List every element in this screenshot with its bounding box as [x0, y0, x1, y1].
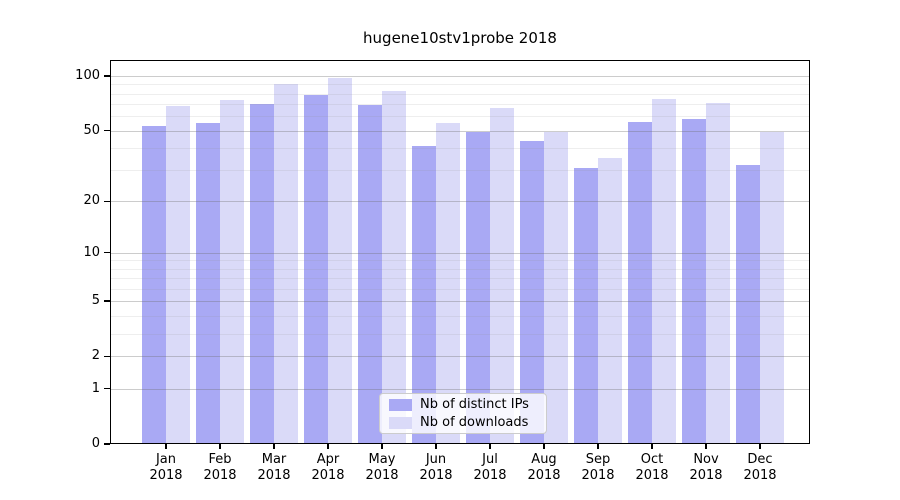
chart-title: hugene10stv1probe 2018 — [363, 29, 557, 47]
gridline-major-1 — [110, 388, 810, 390]
gridline-major-20 — [110, 201, 810, 203]
gridline-major-100 — [110, 76, 810, 77]
x-tick-mark-nov — [705, 444, 707, 449]
gridline-major-2 — [110, 356, 810, 358]
y-tick-label-1: 1 — [91, 380, 100, 396]
gridline-minor-8 — [110, 268, 810, 270]
bar-nb-of-distinct-ips-jul — [466, 132, 490, 444]
x-tick-label-sep: Sep 2018 — [581, 452, 615, 483]
y-tick-mark-100 — [104, 75, 110, 77]
x-tick-mark-feb — [219, 444, 221, 449]
plot-area — [110, 60, 810, 444]
bar-nb-of-distinct-ips-dec — [736, 165, 760, 444]
gridline-minor-7 — [110, 278, 810, 280]
y-tick-mark-2 — [104, 355, 110, 358]
x-tick-mark-oct — [651, 444, 653, 449]
legend: Nb of distinct IPs Nb of downloads — [379, 393, 547, 434]
x-tick-mark-jul — [489, 444, 491, 449]
x-tick-label-nov: Nov 2018 — [689, 452, 723, 483]
bar-nb-of-distinct-ips-may — [358, 105, 382, 444]
x-tick-label-apr: Apr 2018 — [311, 452, 345, 483]
legend-item-distinct-ips: Nb of distinct IPs — [389, 397, 546, 412]
y-tick-label-10: 10 — [83, 244, 100, 260]
gridline-minor-90 — [110, 84, 810, 86]
x-tick-label-feb: Feb 2018 — [203, 452, 237, 483]
bar-nb-of-distinct-ips-mar — [250, 104, 274, 444]
legend-item-downloads: Nb of downloads — [389, 415, 546, 430]
x-tick-mark-may — [381, 444, 383, 449]
y-tick-label-0: 0 — [91, 436, 100, 451]
y-tick-mark-5 — [104, 300, 110, 302]
x-tick-mark-apr — [327, 444, 329, 449]
bar-nb-of-downloads-sep — [598, 158, 622, 444]
bar-nb-of-downloads-jun — [436, 123, 460, 444]
gridline-minor-80 — [110, 93, 810, 95]
gridline-major-5 — [110, 301, 810, 303]
y-tick-label-100: 100 — [75, 68, 100, 83]
y-tick-mark-0 — [104, 443, 110, 445]
gridline-minor-9 — [110, 260, 810, 262]
x-tick-label-jun: Jun 2018 — [419, 452, 453, 483]
y-tick-label-2: 2 — [91, 348, 100, 364]
bar-nb-of-distinct-ips-sep — [574, 167, 598, 444]
gridline-major-10 — [110, 252, 810, 254]
bar-nb-of-downloads-dec — [760, 132, 784, 444]
bar-nb-of-downloads-jan — [166, 106, 190, 444]
bar-nb-of-distinct-ips-apr — [304, 94, 328, 444]
x-tick-mark-mar — [273, 444, 275, 449]
bar-nb-of-downloads-jul — [490, 107, 514, 444]
legend-label-distinct-ips: Nb of distinct IPs — [420, 397, 529, 412]
bar-nb-of-downloads-oct — [652, 98, 676, 444]
gridline-major-50 — [110, 130, 810, 132]
bar-nb-of-downloads-mar — [274, 84, 298, 444]
legend-swatch-distinct-ips — [389, 398, 412, 411]
bar-nb-of-downloads-aug — [544, 132, 568, 444]
bar-nb-of-distinct-ips-oct — [628, 121, 652, 444]
gridline-minor-30 — [110, 170, 810, 172]
legend-label-downloads: Nb of downloads — [420, 415, 529, 430]
x-tick-mark-jan — [165, 444, 167, 449]
y-tick-mark-50 — [104, 129, 110, 132]
bar-nb-of-downloads-apr — [328, 78, 352, 444]
bar-nb-of-distinct-ips-feb — [196, 123, 220, 444]
y-tick-mark-10 — [104, 252, 110, 254]
x-tick-label-jan: Jan 2018 — [149, 452, 183, 483]
x-tick-label-oct: Oct 2018 — [635, 452, 669, 483]
gridline-minor-70 — [110, 104, 810, 106]
gridline-minor-6 — [110, 288, 810, 290]
x-tick-mark-aug — [543, 444, 545, 449]
y-tick-label-20: 20 — [83, 193, 100, 209]
x-tick-label-aug: Aug 2018 — [527, 452, 561, 483]
y-tick-mark-20 — [104, 200, 110, 202]
x-tick-mark-dec — [759, 444, 761, 449]
y-tick-label-50: 50 — [83, 122, 100, 138]
x-tick-label-dec: Dec 2018 — [743, 452, 777, 483]
y-tick-mark-1 — [104, 388, 110, 390]
bar-nb-of-downloads-nov — [706, 103, 730, 444]
bar-nb-of-distinct-ips-jan — [142, 125, 166, 444]
bar-nb-of-downloads-may — [382, 90, 406, 444]
bar-nb-of-downloads-feb — [220, 99, 244, 444]
x-tick-mark-jun — [435, 444, 437, 449]
bar-nb-of-distinct-ips-nov — [682, 118, 706, 444]
x-tick-label-may: May 2018 — [365, 452, 399, 483]
gridline-minor-3 — [110, 333, 810, 335]
gridline-minor-60 — [110, 116, 810, 118]
legend-swatch-downloads — [389, 416, 412, 429]
y-tick-label-5: 5 — [91, 293, 100, 309]
x-tick-mark-sep — [597, 444, 599, 449]
x-tick-label-jul: Jul 2018 — [473, 452, 507, 483]
gridline-minor-4 — [110, 315, 810, 317]
x-tick-label-mar: Mar 2018 — [257, 452, 291, 483]
gridline-minor-40 — [110, 147, 810, 149]
